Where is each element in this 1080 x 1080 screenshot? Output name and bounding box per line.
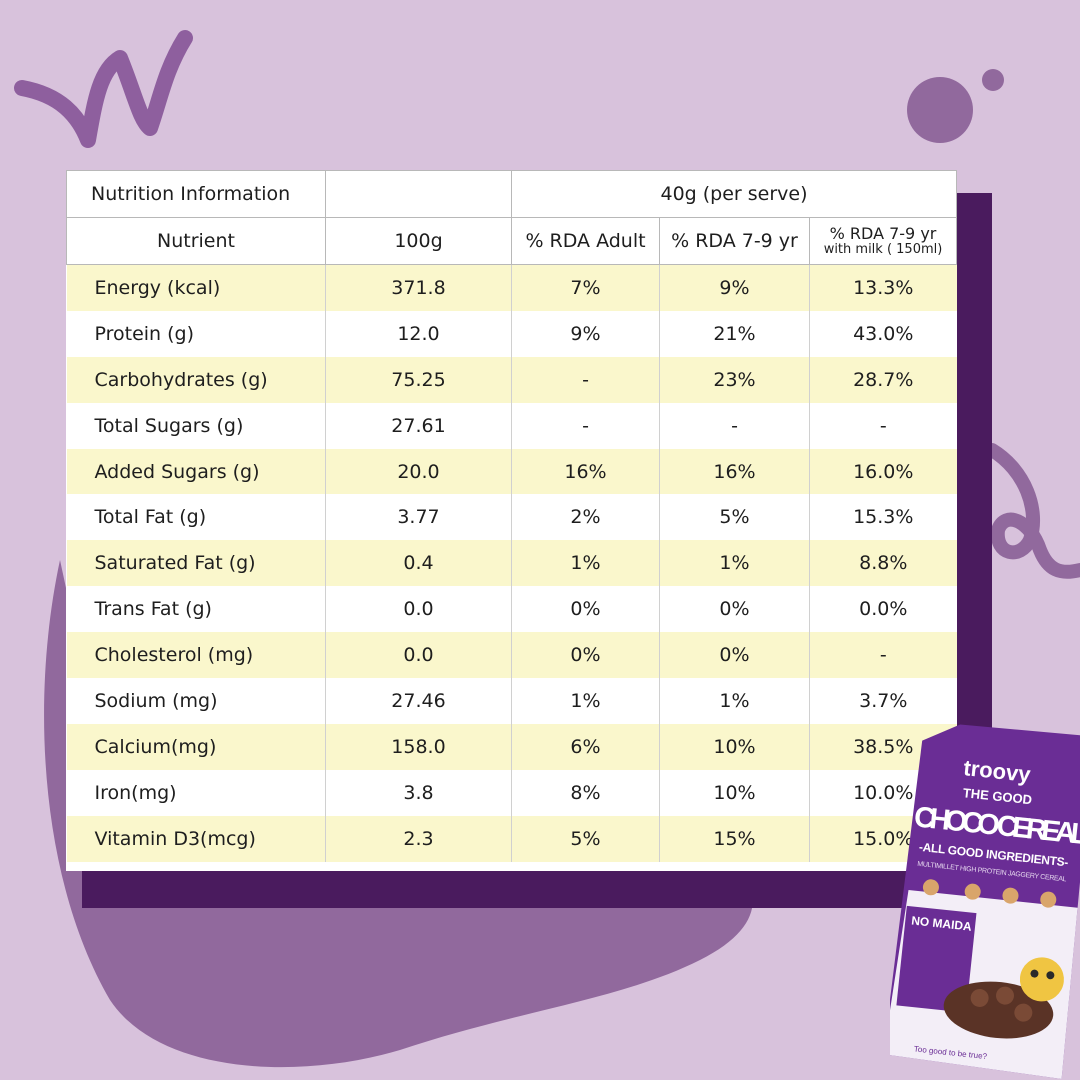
dot-small <box>982 69 1004 91</box>
nutrition-table-card: Nutrition Information 40g (per serve) Nu… <box>66 170 958 871</box>
rda-kids-cell: 21% <box>659 310 810 357</box>
table-row: Added Sugars (g) 20.0 16% 16% 16.0% <box>66 448 957 495</box>
per100-cell: 27.61 <box>325 402 512 449</box>
table-row: Carbohydrates (g) 75.25-23% 28.7% <box>66 356 957 403</box>
rda-adult-cell: 8% <box>511 769 660 816</box>
table-title: Nutrition Information <box>66 170 326 218</box>
table-row: Protein (g) 12.0 9% 21% 43.0% <box>66 310 957 357</box>
per100-cell: 0.0 <box>325 586 512 633</box>
nutrient-cell: Iron(mg) <box>66 769 326 816</box>
rda-adult-cell: 6% <box>511 723 660 770</box>
per100-cell: 158.0 <box>325 723 512 770</box>
nutrient-cell: Energy (kcal) <box>66 264 326 311</box>
rda-milk-cell: 13.3% <box>808 264 957 311</box>
per100-cell: 75.25 <box>325 356 512 403</box>
rda-adult-cell: 1% <box>511 540 660 587</box>
rda-milk-cell: - <box>808 402 957 449</box>
rda-kids-cell: 10% <box>659 769 810 816</box>
nutrient-cell: Carbohydrates (g) <box>66 356 326 403</box>
table-row: Calcium(mg) 158.0 6% 10% 38.5% <box>66 723 957 770</box>
table-row: Trans Fat (g) 0.0 0% 0% 0.0% <box>66 586 957 633</box>
rda-adult-cell: 7% <box>511 264 660 311</box>
table-row: Energy (kcal) 371.8 7% 9% 13.3% <box>66 264 957 311</box>
rda-adult-cell: 0% <box>511 586 660 633</box>
nutrient-cell: Protein (g) <box>66 310 326 357</box>
rda-adult-cell: 16% <box>511 448 660 495</box>
rda-milk-cell: 43.0% <box>808 310 957 357</box>
col-header-rda-adult: % RDA Adult <box>511 217 660 265</box>
rda-adult-cell: 2% <box>511 494 660 541</box>
per100-cell: 371.8 <box>325 264 512 311</box>
rda-adult-cell: 5% <box>511 815 660 862</box>
nutrient-cell: Vitamin D3(mcg) <box>66 815 326 862</box>
rda-milk-cell: 28.7% <box>808 356 957 403</box>
rda-kids-cell: 1% <box>659 540 810 587</box>
table-row: Iron(mg) 3.8 8% 10% 10.0% <box>66 769 957 816</box>
table-row: Total Sugars (g) 27.61- - - <box>66 402 957 449</box>
nutrient-cell: Total Sugars (g) <box>66 402 326 449</box>
empty-header-cell <box>325 170 512 218</box>
rda-kids-cell: 0% <box>659 586 810 633</box>
rda-milk-cell: - <box>808 632 957 679</box>
nutrient-cell: Total Fat (g) <box>66 494 326 541</box>
per100-cell: 12.0 <box>325 310 512 357</box>
nutrient-cell: Calcium(mg) <box>66 723 326 770</box>
table-row: Vitamin D3(mcg) 2.3 5% 15% 15.0% <box>66 815 957 862</box>
rda-kids-cell: 1% <box>659 678 810 724</box>
nutrient-cell: Added Sugars (g) <box>66 448 326 495</box>
col-header-rda-kids: % RDA 7-9 yr <box>659 217 810 265</box>
col-header-nutrient: Nutrient <box>66 217 326 265</box>
rda-kids-cell: 16% <box>659 448 810 495</box>
serve-header: 40g (per serve) <box>510 170 958 218</box>
table-row: Total Fat (g) 3.77 2% 5% 15.3% <box>66 494 957 541</box>
rda-kids-cell: - <box>659 402 810 449</box>
nutrient-cell: Sodium (mg) <box>66 678 326 724</box>
col-header-rda-milk-bottom: with milk ( 150ml) <box>823 242 943 257</box>
per100-cell: 20.0 <box>325 448 512 495</box>
cereal-package-image: troovy THE GOOD CHOCO CEREAL -ALL GOOD I… <box>890 724 1080 1079</box>
col-header-rda-milk: % RDA 7-9 yr with milk ( 150ml) <box>808 217 958 265</box>
swirl-decoration <box>985 443 1080 579</box>
dot-large <box>907 77 973 143</box>
rda-milk-cell: 8.8% <box>808 540 957 587</box>
per100-cell: 3.8 <box>325 769 512 816</box>
rda-adult-cell: 1% <box>511 678 660 724</box>
rda-milk-cell: 3.7% <box>808 678 957 724</box>
per100-cell: 2.3 <box>325 815 512 862</box>
rda-kids-cell: 9% <box>659 264 810 311</box>
per100-cell: 3.77 <box>325 494 512 541</box>
rda-kids-cell: 23% <box>659 356 810 403</box>
scribble-m-decoration <box>14 30 193 148</box>
column-header-row: Nutrient 100g % RDA Adult % RDA 7-9 yr %… <box>66 217 958 265</box>
per100-cell: 27.46 <box>325 678 512 724</box>
col-header-rda-milk-top: % RDA 7-9 yr <box>829 224 937 243</box>
table-title-row: Nutrition Information 40g (per serve) <box>66 170 958 218</box>
bottom-blob <box>44 560 753 1068</box>
rda-kids-cell: 0% <box>659 632 810 679</box>
rda-adult-cell: 9% <box>511 310 660 357</box>
rda-adult-cell: 0% <box>511 632 660 679</box>
table-row: Sodium (mg) 27.46 1% 1% 3.7% <box>66 678 957 724</box>
rda-adult-cell: - <box>511 356 660 403</box>
per100-cell: 0.0 <box>325 632 512 679</box>
nutrition-table: Nutrition Information 40g (per serve) Nu… <box>66 170 958 862</box>
col-header-100g: 100g <box>325 217 512 265</box>
table-row: Saturated Fat (g) 0.4 1% 1% 8.8% <box>66 540 957 587</box>
rda-kids-cell: 15% <box>659 815 810 862</box>
table-row: Cholesterol (mg) 0.0 0% 0% - <box>66 632 957 679</box>
package-line1: THE GOOD <box>962 785 1033 807</box>
nutrient-cell: Trans Fat (g) <box>66 586 326 633</box>
rda-milk-cell: 15.3% <box>808 494 957 541</box>
rda-kids-cell: 10% <box>659 723 810 770</box>
nutrient-cell: Cholesterol (mg) <box>66 632 326 679</box>
nutrient-cell: Saturated Fat (g) <box>66 540 326 587</box>
rda-kids-cell: 5% <box>659 494 810 541</box>
rda-milk-cell: 16.0% <box>808 448 957 495</box>
rda-adult-cell: - <box>511 402 660 449</box>
per100-cell: 0.4 <box>325 540 512 587</box>
rda-milk-cell: 0.0% <box>808 586 957 633</box>
package-badge: NO MAIDA <box>911 913 973 933</box>
